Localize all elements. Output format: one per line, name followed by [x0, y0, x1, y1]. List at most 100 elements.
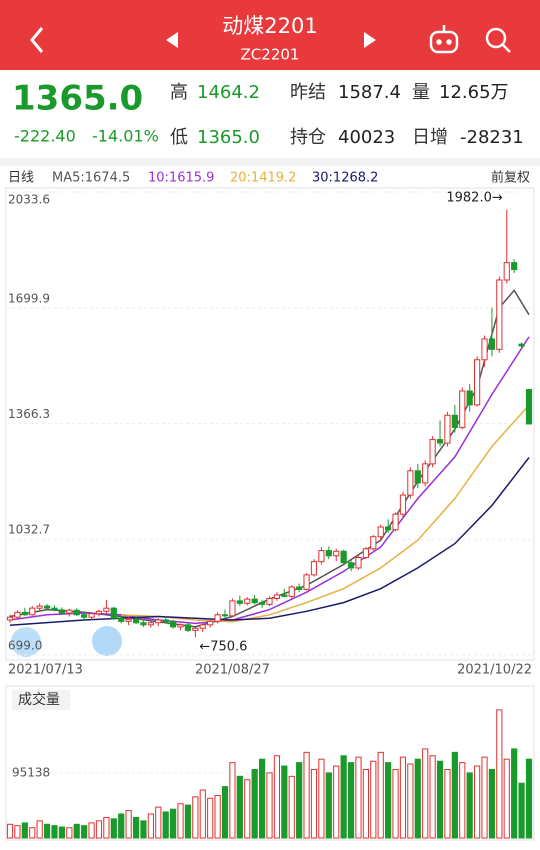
stat-value: 1464.2	[197, 82, 260, 103]
candle-body	[414, 470, 421, 484]
assistant-icon[interactable]	[429, 25, 459, 54]
volume-bar	[95, 820, 103, 839]
candle-body	[207, 620, 214, 626]
candle-body	[496, 279, 503, 350]
volume-bar	[207, 797, 214, 839]
volume-bar	[51, 825, 58, 839]
prev-button[interactable]	[166, 32, 178, 48]
volume-bar	[503, 758, 510, 839]
candle-body	[36, 605, 43, 609]
volume-bar	[407, 763, 414, 839]
ma-line	[9, 336, 530, 625]
back-button[interactable]	[30, 27, 44, 53]
candle-body	[244, 598, 251, 604]
candle-body	[118, 617, 125, 622]
y-tick-label: 699.0	[8, 639, 42, 653]
title: 动煤2201	[222, 14, 317, 38]
volume-frame	[5, 685, 535, 841]
candle-body	[422, 463, 429, 484]
volume-bar	[377, 751, 384, 839]
volume-bar	[385, 762, 392, 839]
volume-bar	[392, 768, 399, 839]
volume-bar	[177, 803, 184, 839]
search-icon[interactable]	[485, 27, 511, 53]
candle-body	[347, 562, 355, 569]
volume-bar	[155, 806, 162, 839]
y-tick-label: 1032.7	[8, 523, 50, 537]
volume-bar	[303, 751, 310, 839]
volume-bar	[414, 758, 421, 839]
candle-body	[221, 614, 229, 617]
candle-body	[318, 550, 325, 563]
candle-body	[81, 614, 88, 618]
candle-body	[407, 470, 414, 496]
code: ZC2201	[241, 46, 300, 64]
volume-bar	[118, 813, 125, 839]
volume-bar	[422, 748, 429, 839]
candle-body	[29, 607, 36, 616]
candle-body	[466, 390, 473, 406]
stat-label: 量	[412, 82, 430, 103]
stat-label: 昨结	[290, 82, 326, 103]
candle-body	[251, 598, 258, 604]
next-button[interactable]	[364, 32, 376, 48]
candle-body	[258, 602, 266, 605]
volume-tag	[12, 690, 70, 710]
volume-bar	[318, 758, 325, 839]
stat-label: 日增	[412, 127, 448, 148]
volume-bar	[466, 772, 473, 839]
volume-bar	[281, 765, 288, 839]
candle-body	[288, 586, 295, 597]
candle-body	[51, 607, 58, 611]
volume-bar	[162, 811, 169, 839]
stat-value: 1365.0	[197, 127, 260, 148]
candle-body	[340, 550, 347, 564]
candle-body	[140, 622, 147, 626]
annotation: ←750.6	[199, 640, 247, 655]
volume-bar	[258, 758, 266, 839]
zoom-dot[interactable]	[11, 627, 41, 657]
volume-bar	[58, 826, 65, 839]
volume-bar	[459, 762, 466, 839]
candle-body	[162, 619, 169, 623]
candle-body	[147, 622, 154, 626]
candle-body	[303, 574, 310, 590]
volume-bar	[103, 816, 110, 839]
adjust[interactable]: 前复权	[491, 170, 530, 186]
candle-body	[451, 414, 458, 428]
candle-body	[488, 338, 496, 350]
volume-bar	[81, 825, 88, 839]
candle-body	[429, 439, 436, 465]
stat-value: 40023	[338, 127, 395, 148]
candle-body	[58, 609, 65, 614]
volume-bar	[310, 768, 318, 839]
candle-body	[436, 439, 444, 444]
ma-line	[9, 457, 530, 626]
volume-bar	[184, 804, 192, 839]
divider	[0, 158, 540, 166]
volume-bar	[140, 820, 147, 839]
candle-body	[399, 494, 407, 515]
price: 1365.0	[12, 79, 143, 119]
legend-entry: 10:1615.9	[148, 171, 214, 186]
volume-bar	[347, 762, 355, 839]
candle-body	[184, 624, 192, 631]
volume-bar	[73, 823, 80, 839]
change-pct: -14.01%	[92, 127, 159, 146]
candle-body	[236, 600, 243, 604]
candle-body	[474, 359, 481, 406]
candle-body	[132, 618, 140, 624]
volume-bar	[66, 827, 73, 839]
ma-line	[9, 289, 530, 628]
volume-bar	[229, 762, 236, 839]
volume-bar	[325, 772, 332, 839]
candle-body	[377, 526, 384, 538]
volume-bar	[511, 748, 518, 839]
candle-body	[266, 597, 273, 605]
period[interactable]: 日线	[8, 171, 34, 186]
legend-entry: MA5:1674.5	[52, 171, 130, 186]
volume-bar	[436, 760, 444, 839]
annotation: 1982.0→	[446, 190, 502, 205]
change: -222.40	[14, 127, 76, 146]
expand-button[interactable]	[92, 626, 122, 656]
